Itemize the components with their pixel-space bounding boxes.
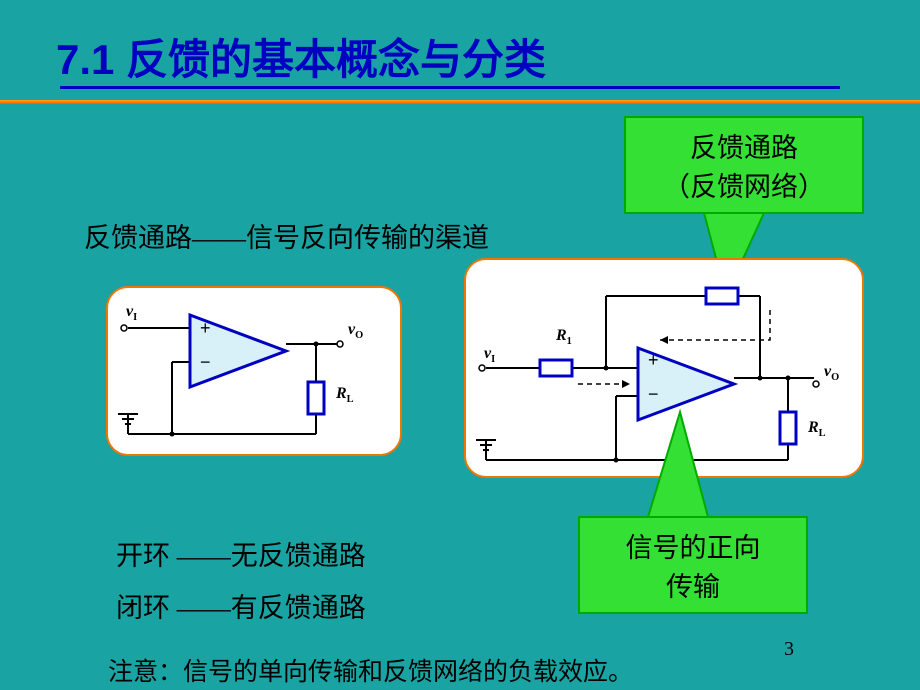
svg-text:R1: R1 (555, 327, 572, 347)
svg-text:RL: RL (807, 419, 826, 439)
note-text: 注意：信号的单向传输和反馈网络的负载效应。 (108, 652, 633, 688)
callout-forward-signal-line2: 传输 (666, 565, 720, 604)
callout-forward-signal: 信号的正向 传输 (578, 516, 808, 614)
open-loop-label: 开环 ——无反馈通路 (116, 534, 366, 573)
callout-forward-signal-line1: 信号的正向 (626, 526, 761, 565)
slide: 7.1 反馈的基本概念与分类 反馈通路——信号反向传输的渠道 反馈通路 （反馈网… (0, 0, 920, 690)
page-number: 3 (784, 638, 794, 661)
svg-text:vO: vO (824, 363, 839, 383)
closed-loop-label: 闭环 ——有反馈通路 (116, 586, 366, 625)
svg-text:−: − (648, 384, 659, 404)
svg-text:vI: vI (484, 345, 495, 365)
svg-text:+: + (648, 350, 659, 370)
